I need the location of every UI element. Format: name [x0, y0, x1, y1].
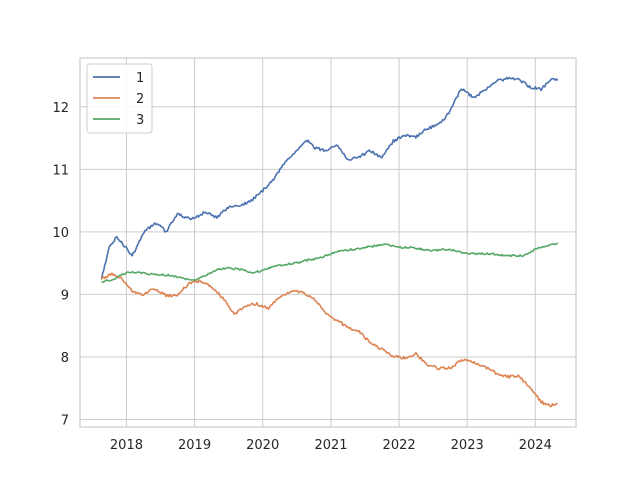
legend-label: 2 [136, 92, 144, 107]
y-tick-label: 7 [61, 413, 69, 428]
x-tick-label: 2019 [178, 438, 211, 453]
y-tick-label: 8 [61, 351, 69, 366]
y-tick-label: 9 [61, 288, 69, 303]
legend-label: 1 [136, 71, 144, 86]
series-line-3 [101, 242, 559, 284]
y-axis-ticks: 7 8 9 10 11 12 [52, 101, 69, 429]
y-tick-label: 12 [52, 101, 69, 116]
y-tick-label: 11 [52, 163, 69, 178]
x-axis-ticks: 2018 2019 2020 2021 2022 2023 2024 [110, 438, 552, 453]
gridlines [80, 58, 576, 427]
legend-label: 3 [136, 113, 144, 128]
plot-frame [79, 57, 577, 428]
y-tick-label: 10 [52, 226, 69, 241]
x-tick-label: 2018 [110, 438, 143, 453]
legend: 1 2 3 [86, 63, 153, 134]
x-tick-label: 2023 [451, 438, 484, 453]
x-tick-label: 2022 [383, 438, 416, 453]
series-line-2 [100, 272, 558, 408]
series-line-1 [100, 76, 559, 280]
x-tick-label: 2020 [246, 438, 279, 453]
x-tick-label: 2024 [519, 438, 552, 453]
x-tick-label: 2021 [314, 438, 347, 453]
series-lines [100, 76, 559, 408]
